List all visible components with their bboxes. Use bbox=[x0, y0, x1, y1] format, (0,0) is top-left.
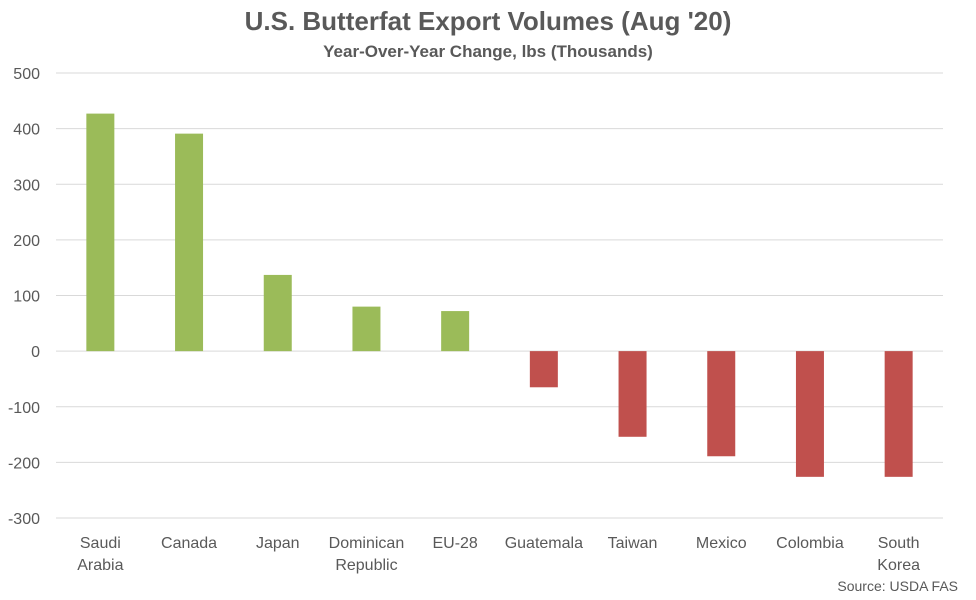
x-category-label: Guatemala bbox=[505, 535, 583, 552]
bar bbox=[86, 113, 115, 352]
bar bbox=[795, 351, 824, 477]
x-category-label: Japan bbox=[256, 535, 300, 552]
y-tick-label: 100 bbox=[13, 289, 40, 306]
gridlines bbox=[56, 72, 943, 519]
x-axis-category-labels: Saudi Arabia Canada Japan Dominican Republic E… bbox=[77, 535, 920, 574]
chart-subtitle: Year-Over-Year Change, lbs (Thousands) bbox=[323, 42, 653, 61]
y-tick-label: 300 bbox=[13, 177, 40, 194]
y-tick-label: 500 bbox=[13, 66, 40, 83]
y-tick-label: -300 bbox=[8, 511, 40, 528]
bar bbox=[707, 351, 736, 457]
x-category-label: Dominican Republic bbox=[329, 535, 405, 574]
x-category-label: Saudi Arabia bbox=[77, 535, 123, 574]
x-category-label: Colombia bbox=[776, 535, 844, 552]
x-category-label: Taiwan bbox=[608, 535, 658, 552]
x-category-label: South Korea bbox=[877, 535, 920, 574]
bar bbox=[618, 351, 647, 437]
source-note: Source: USDA FAS bbox=[837, 578, 958, 594]
bar bbox=[884, 351, 913, 477]
y-tick-label: 200 bbox=[13, 233, 40, 250]
x-category-label: Mexico bbox=[696, 535, 747, 552]
y-axis-tick-labels: -300 -200 -100 0 100 200 300 400 500 bbox=[8, 66, 40, 528]
bar bbox=[352, 306, 381, 352]
y-tick-label: 400 bbox=[13, 122, 40, 139]
bar bbox=[529, 351, 558, 388]
bar bbox=[441, 311, 470, 352]
x-category-label: EU-28 bbox=[432, 535, 477, 552]
y-tick-label: -200 bbox=[8, 455, 40, 472]
bar bbox=[175, 133, 204, 352]
bars bbox=[86, 113, 913, 477]
y-tick-label: -100 bbox=[8, 400, 40, 417]
bar bbox=[263, 274, 292, 352]
y-tick-label: 0 bbox=[31, 344, 40, 361]
chart-title: U.S. Butterfat Export Volumes (Aug '20) bbox=[244, 6, 732, 36]
x-category-label: Canada bbox=[161, 535, 217, 552]
